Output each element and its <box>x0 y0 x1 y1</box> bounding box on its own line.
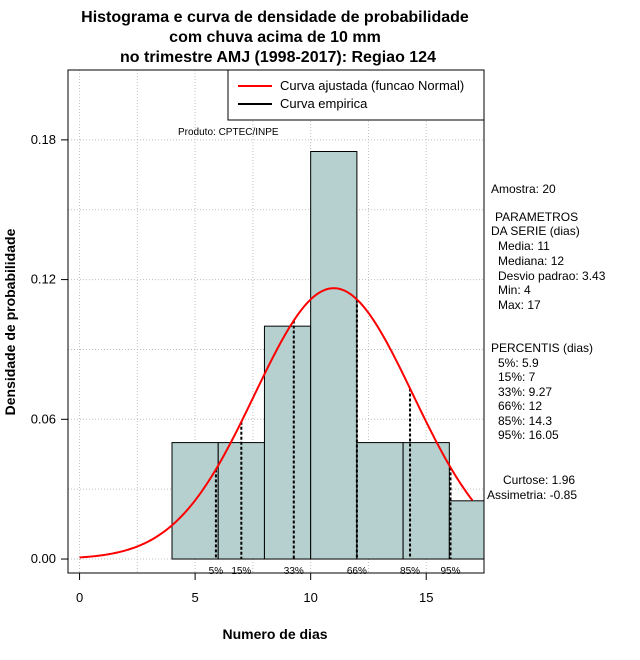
params-title-1: PARAMETROS <box>495 210 578 224</box>
percentile-label: 5% <box>209 566 224 577</box>
y-tick-label: 0.18 <box>31 132 56 147</box>
y-tick-label: 0.12 <box>31 272 56 287</box>
legend-label-normal: Curva ajustada (funcao Normal) <box>280 78 464 93</box>
stats-panel: Amostra: 20 PARAMETROS DA SERIE (dias) M… <box>487 182 606 502</box>
percentile-label: 33% <box>284 566 304 577</box>
param-min: Min: 4 <box>498 283 531 297</box>
y-axis: 0.00 0.06 0.12 0.18 <box>31 132 69 566</box>
chart-title-line-2: com chuva acima de 10 mm <box>169 29 381 46</box>
percentil-95: 95%: 16.05 <box>498 428 559 442</box>
percentil-15: 15%: 7 <box>498 370 536 384</box>
y-tick-label: 0.00 <box>31 551 56 566</box>
param-desvio: Desvio padrao: 3.43 <box>498 269 606 283</box>
histogram-bar <box>217 442 265 560</box>
param-media: Media: 11 <box>498 239 550 253</box>
x-axis: 0 5 10 15 <box>76 572 433 605</box>
sample-size: Amostra: 20 <box>491 182 556 196</box>
chart-title-line-1: Histograma e curva de densidade de proba… <box>81 9 469 26</box>
percentil-85: 85%: 14.3 <box>498 414 552 428</box>
curtose: Curtose: 1.96 <box>503 473 575 487</box>
producer-note: Produto: CPTEC/INPE <box>178 127 279 138</box>
percentile-label: 15% <box>231 566 251 577</box>
histogram-bar <box>448 500 485 560</box>
legend: Curva ajustada (funcao Normal) Curva emp… <box>227 69 485 121</box>
histogram-bar <box>356 442 404 560</box>
histogram-bar <box>263 325 312 560</box>
legend-box <box>227 69 485 121</box>
x-tick-label: 10 <box>303 590 317 605</box>
percentile-label: 95% <box>440 566 460 577</box>
histogram-bar <box>310 151 358 560</box>
x-axis-label: Numero de dias <box>222 626 327 642</box>
normal-curve-line <box>79 287 474 559</box>
percentil-33: 33%: 9.27 <box>498 385 552 399</box>
percentile-label: 66% <box>347 566 367 577</box>
x-tick-label: 0 <box>76 590 83 605</box>
y-tick-label: 0.06 <box>31 411 56 426</box>
assimetria: Assimetria: -0.85 <box>487 488 577 502</box>
param-mediana: Mediana: 12 <box>498 254 564 268</box>
params-title-2: DA SERIE (dias) <box>491 224 580 238</box>
histogram-bars <box>171 151 485 560</box>
percentil-66: 66%: 12 <box>498 399 542 413</box>
param-max: Max: 17 <box>498 298 541 312</box>
percentis-title: PERCENTIS (dias) <box>491 341 593 355</box>
percentile-markers: 5% 15% 33% 66% 85% 95% <box>209 299 461 577</box>
percentil-5: 5%: 5.9 <box>498 356 539 370</box>
percentile-label: 85% <box>400 566 420 577</box>
x-tick-label: 15 <box>419 590 433 605</box>
normal-curve <box>79 287 474 559</box>
x-tick-label: 5 <box>191 590 198 605</box>
y-axis-label: Densidade de probabilidade <box>2 228 18 415</box>
legend-label-empirical: Curva empirica <box>280 96 368 111</box>
chart-title-line-3: no trimestre AMJ (1998-2017): Regiao 124 <box>120 49 436 66</box>
